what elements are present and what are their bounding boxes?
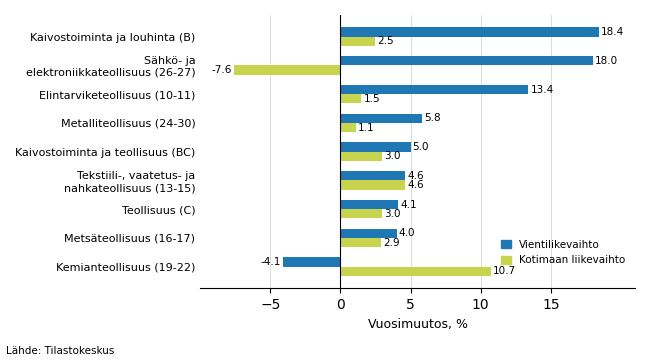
Text: -7.6: -7.6: [211, 65, 231, 75]
Text: 3.0: 3.0: [385, 209, 401, 219]
Bar: [341, 180, 405, 190]
Bar: [283, 257, 341, 267]
Bar: [341, 238, 381, 247]
Text: 1.1: 1.1: [358, 122, 374, 132]
Text: 5.0: 5.0: [413, 142, 429, 152]
Text: 18.4: 18.4: [601, 27, 624, 37]
Bar: [341, 267, 491, 276]
Text: -4.1: -4.1: [261, 257, 281, 267]
Bar: [341, 94, 361, 103]
Text: 10.7: 10.7: [493, 266, 515, 276]
Bar: [234, 66, 341, 75]
Bar: [341, 143, 411, 152]
Bar: [341, 152, 382, 161]
Text: 2.5: 2.5: [378, 36, 394, 46]
Text: 18.0: 18.0: [595, 56, 618, 66]
Text: 13.4: 13.4: [530, 85, 554, 95]
Text: Lähde: Tilastokeskus: Lähde: Tilastokeskus: [6, 346, 115, 356]
Text: 5.8: 5.8: [424, 113, 441, 123]
Bar: [341, 114, 422, 123]
Bar: [341, 85, 528, 94]
Bar: [341, 171, 405, 180]
Bar: [341, 229, 396, 238]
Bar: [341, 37, 376, 46]
Bar: [341, 27, 599, 37]
Text: 4.6: 4.6: [407, 171, 424, 181]
Bar: [341, 200, 398, 209]
X-axis label: Vuosimuutos, %: Vuosimuutos, %: [367, 318, 467, 330]
Text: 3.0: 3.0: [385, 151, 401, 161]
Text: 1.5: 1.5: [363, 94, 380, 104]
Bar: [341, 209, 382, 219]
Text: 2.9: 2.9: [384, 238, 400, 248]
Text: 4.1: 4.1: [400, 199, 417, 210]
Bar: [341, 123, 356, 132]
Bar: [341, 56, 593, 66]
Text: 4.6: 4.6: [407, 180, 424, 190]
Legend: Vientilikevaihto, Kotimaan liikevaihto: Vientilikevaihto, Kotimaan liikevaihto: [497, 236, 630, 269]
Text: 4.0: 4.0: [398, 228, 415, 238]
